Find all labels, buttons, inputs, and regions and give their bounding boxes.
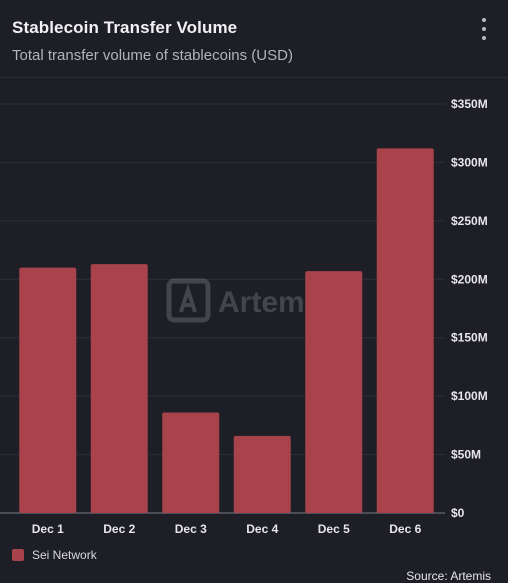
y-tick-label: $150M [451, 331, 488, 345]
y-tick-label: $0 [451, 506, 465, 520]
x-tick-label: Dec 4 [246, 522, 278, 536]
bars [19, 148, 434, 514]
more-options-icon[interactable] [480, 18, 488, 40]
x-axis-labels: Dec 1 Dec 2 Dec 3 Dec 4 Dec 5 Dec 6 [32, 522, 422, 536]
x-tick-label: Dec 3 [175, 522, 207, 536]
bar-dec-6[interactable] [376, 148, 434, 514]
chart-header: Stablecoin Transfer Volume Total transfe… [12, 18, 468, 64]
y-tick-label: $350M [451, 97, 488, 111]
legend-label: Sei Network [32, 548, 97, 562]
chart-title: Stablecoin Transfer Volume [12, 18, 238, 37]
bar-dec-4[interactable] [233, 435, 291, 513]
y-tick-label: $300M [451, 155, 488, 169]
y-tick-label: $100M [451, 389, 488, 403]
legend-swatch [12, 549, 24, 561]
bar-dec-1[interactable] [19, 267, 77, 513]
y-tick-label: $250M [451, 214, 488, 228]
bar-dec-2[interactable] [90, 264, 148, 513]
bar-dec-5[interactable] [305, 271, 363, 513]
x-tick-label: Dec 6 [389, 522, 421, 536]
y-tick-label: $200M [451, 272, 488, 286]
bar-dec-3[interactable] [162, 412, 220, 513]
x-tick-label: Dec 2 [103, 522, 135, 536]
bar-chart: Artemis Dec 1 Dec 2 Dec 3 Dec 4 Dec 5 Dec 6 $… [0, 97, 488, 536]
header-divider [0, 77, 508, 78]
y-axis-labels: $0 $50M $100M $150M $200M $250M $300M $350M [451, 97, 488, 520]
source-note: Source: Artemis [406, 569, 491, 583]
x-tick-label: Dec 1 [32, 522, 64, 536]
y-tick-label: $50M [451, 448, 481, 462]
x-tick-label: Dec 5 [318, 522, 350, 536]
legend-item-sei-network[interactable]: Sei Network [12, 548, 97, 562]
chart-subtitle: Total transfer volume of stablecoins (US… [12, 47, 293, 64]
